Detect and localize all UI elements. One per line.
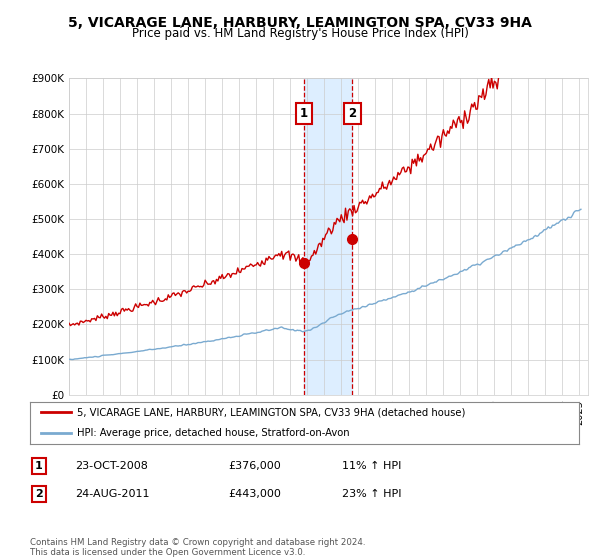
Text: Price paid vs. HM Land Registry's House Price Index (HPI): Price paid vs. HM Land Registry's House … bbox=[131, 27, 469, 40]
Text: 5, VICARAGE LANE, HARBURY, LEAMINGTON SPA, CV33 9HA (detached house): 5, VICARAGE LANE, HARBURY, LEAMINGTON SP… bbox=[77, 407, 465, 417]
Text: £376,000: £376,000 bbox=[228, 461, 281, 471]
Text: 5, VICARAGE LANE, HARBURY, LEAMINGTON SPA, CV33 9HA: 5, VICARAGE LANE, HARBURY, LEAMINGTON SP… bbox=[68, 16, 532, 30]
Text: 24-AUG-2011: 24-AUG-2011 bbox=[75, 489, 149, 499]
Text: 2: 2 bbox=[35, 489, 43, 499]
Text: HPI: Average price, detached house, Stratford-on-Avon: HPI: Average price, detached house, Stra… bbox=[77, 428, 349, 438]
Text: £443,000: £443,000 bbox=[228, 489, 281, 499]
Text: 11% ↑ HPI: 11% ↑ HPI bbox=[342, 461, 401, 471]
Text: 2: 2 bbox=[348, 107, 356, 120]
Text: 23-OCT-2008: 23-OCT-2008 bbox=[75, 461, 148, 471]
Text: Contains HM Land Registry data © Crown copyright and database right 2024.
This d: Contains HM Land Registry data © Crown c… bbox=[30, 538, 365, 557]
Bar bbox=[304, 78, 352, 395]
Text: 23% ↑ HPI: 23% ↑ HPI bbox=[342, 489, 401, 499]
Text: 1: 1 bbox=[300, 107, 308, 120]
Text: 1: 1 bbox=[35, 461, 43, 471]
